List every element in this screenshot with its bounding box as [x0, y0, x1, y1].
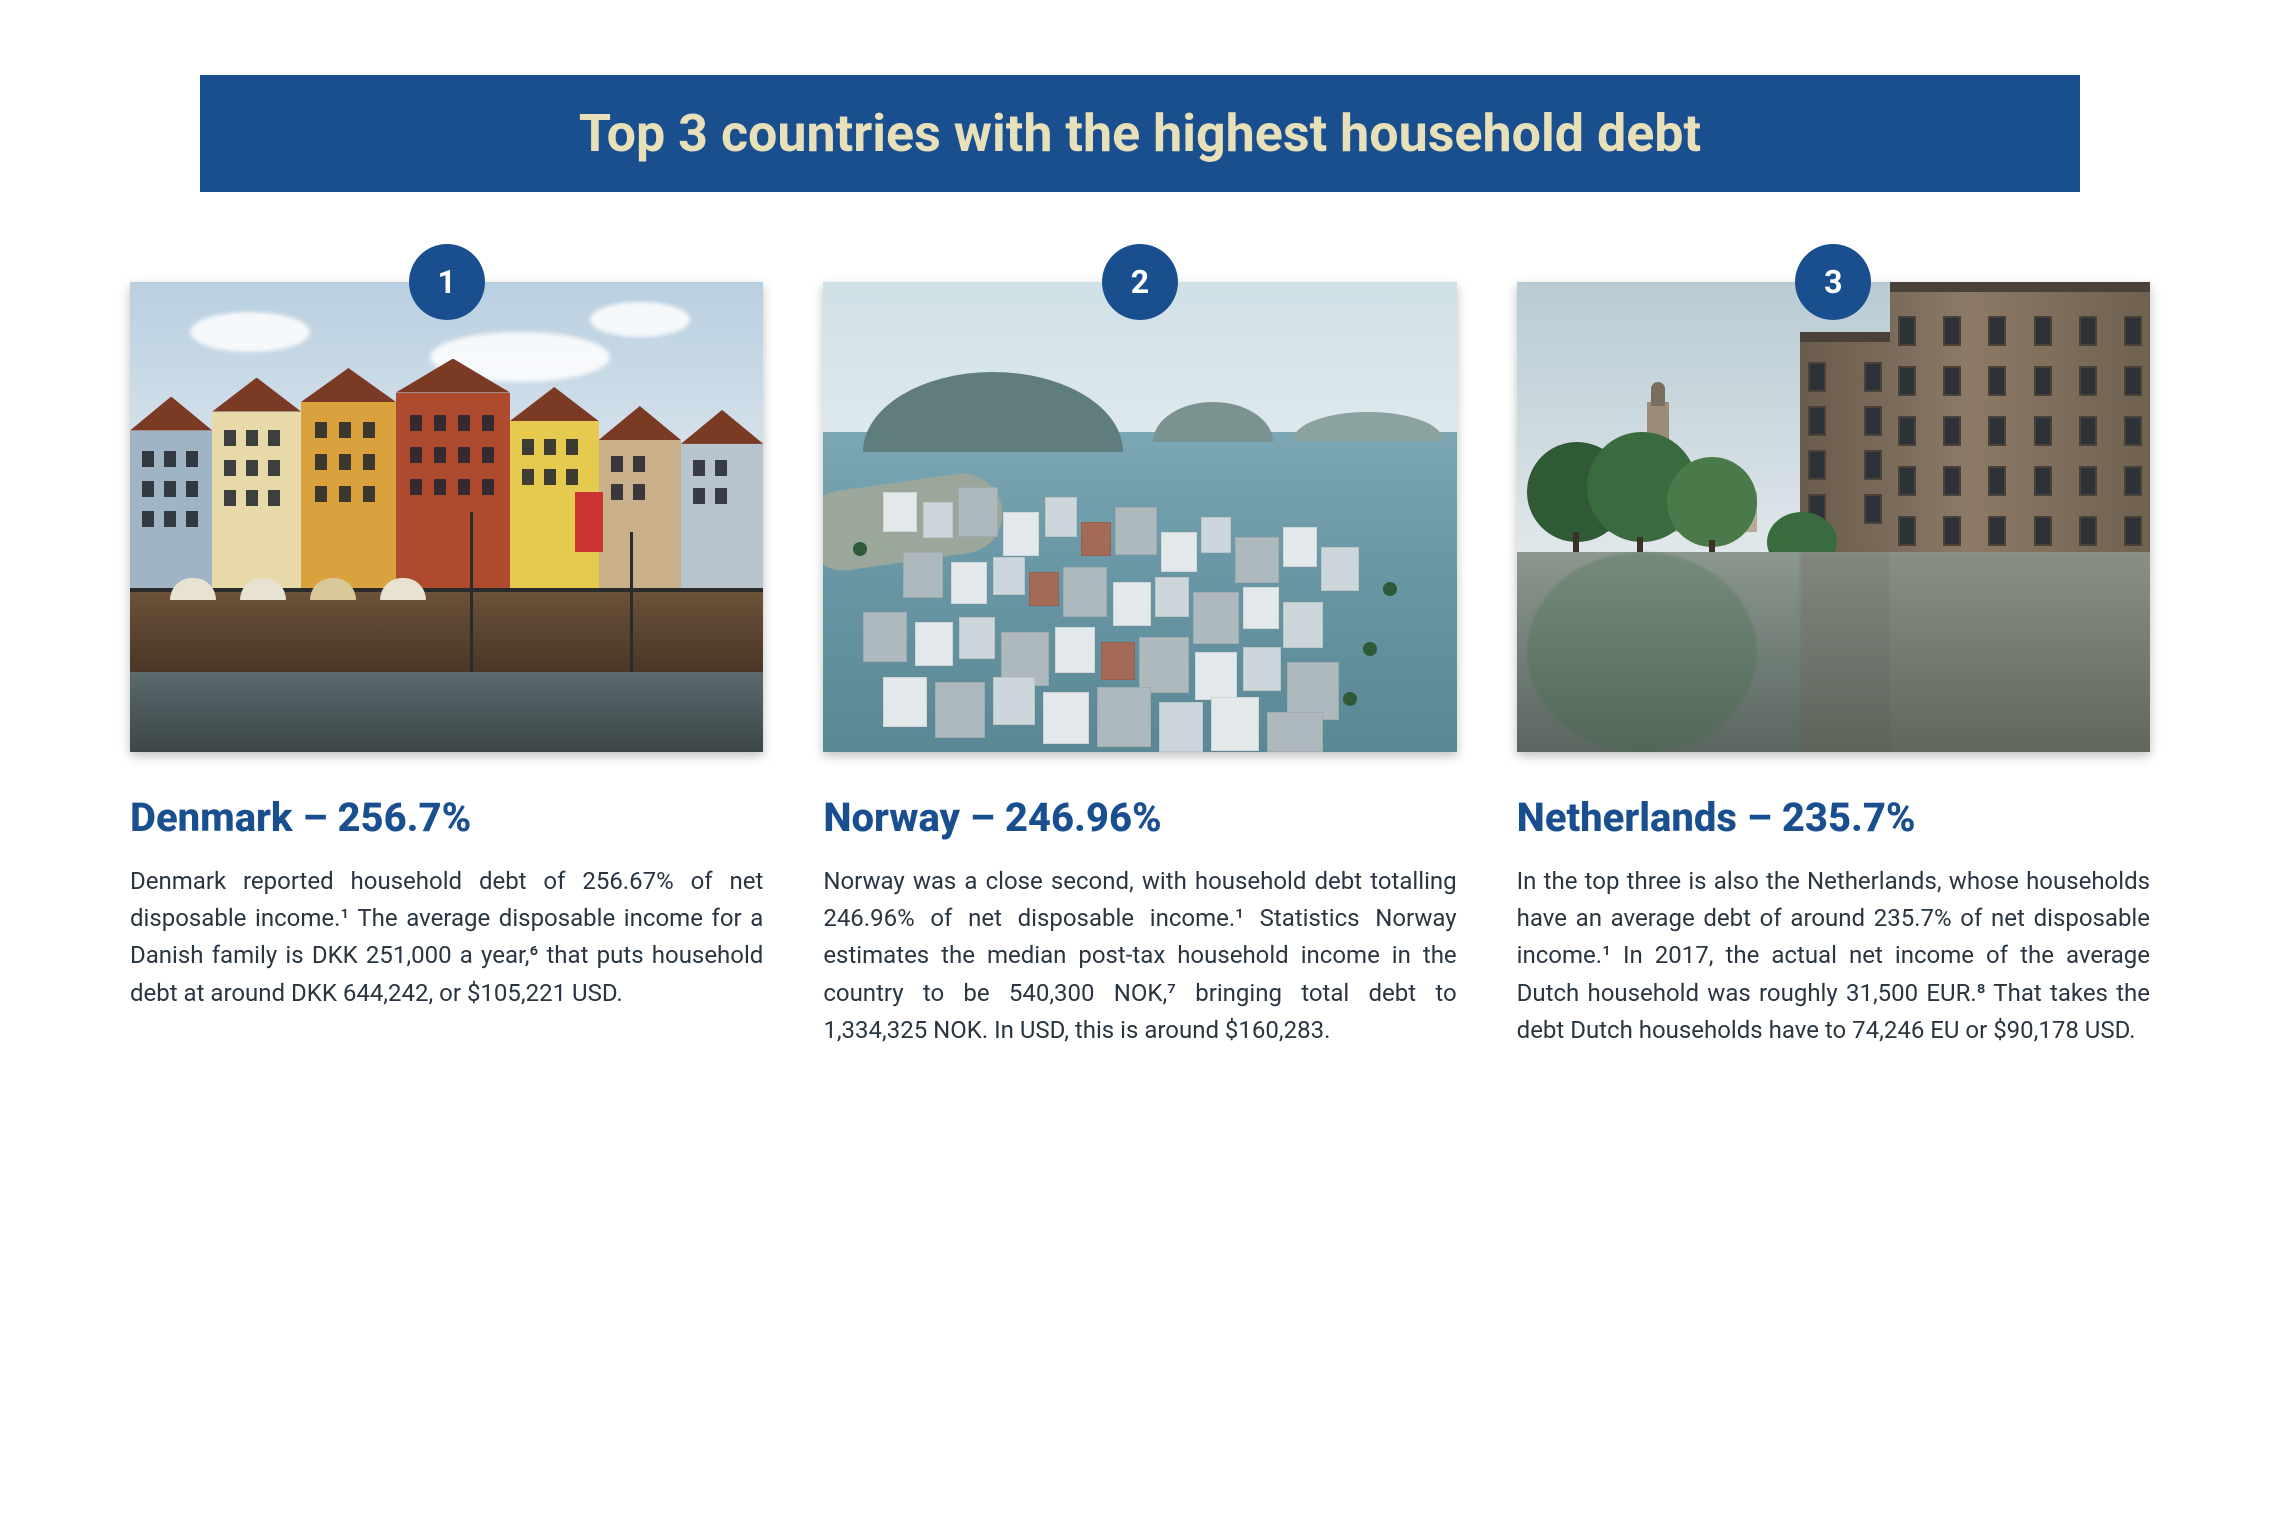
title-banner: Top 3 countries with the highest househo… [200, 75, 2080, 192]
country-image-netherlands [1517, 282, 2150, 752]
country-title: Netherlands – 235.7% [1517, 794, 2150, 841]
country-body: Denmark reported household debt of 256.6… [130, 863, 763, 1012]
cards-row: 1 [120, 282, 2160, 1049]
rank-badge: 1 [409, 244, 485, 320]
card-netherlands: 3 [1517, 282, 2150, 1049]
country-image-denmark [130, 282, 763, 752]
country-image-norway [823, 282, 1456, 752]
country-body: Norway was a close second, with househol… [823, 863, 1456, 1049]
rank-badge: 3 [1795, 244, 1871, 320]
country-body: In the top three is also the Netherlands… [1517, 863, 2150, 1049]
card-norway: 2 [823, 282, 1456, 1049]
country-title: Denmark – 256.7% [130, 794, 763, 841]
country-title: Norway – 246.96% [823, 794, 1456, 841]
rank-badge: 2 [1102, 244, 1178, 320]
card-denmark: 1 [130, 282, 763, 1049]
